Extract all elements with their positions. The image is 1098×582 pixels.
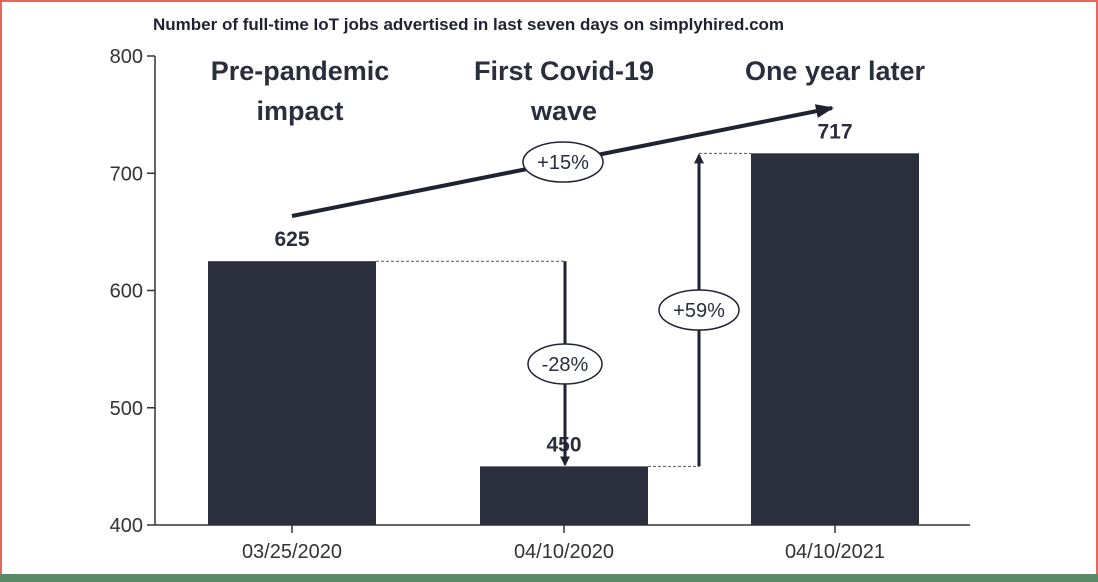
x-tick-label: 04/10/2021 [785, 541, 885, 563]
y-tick-label: 600 [110, 281, 143, 303]
trend-label: +15% [537, 152, 589, 174]
y-tick-label: 500 [110, 398, 143, 420]
y-tick-label: 400 [110, 515, 143, 537]
chart-title: Number of full-time IoT jobs advertised … [153, 15, 784, 34]
period-headings: Pre-pandemic impact First Covid-19 wave One … [211, 56, 926, 126]
heading-2-line-1: First Covid-19 [474, 56, 654, 86]
bars [208, 153, 919, 525]
x-axis: 03/25/2020 04/10/2020 04/10/2021 [155, 524, 970, 563]
heading-2-line-2: wave [530, 96, 597, 126]
y-tick-label: 700 [110, 163, 143, 185]
x-tick-label: 03/25/2020 [242, 541, 342, 563]
y-axis: 400 500 600 700 800 [110, 46, 156, 537]
heading-1-line-2: impact [256, 96, 343, 126]
heading-1-line-1: Pre-pandemic [211, 56, 390, 86]
value-label-1: 625 [274, 228, 309, 251]
value-labels: 625450717 [274, 120, 852, 456]
increase-label-ellipse [658, 289, 740, 331]
trend-label-ellipse [522, 141, 604, 183]
heading-3-line-1: One year later [745, 56, 926, 86]
bar-2 [480, 466, 648, 525]
bar-3 [751, 153, 919, 525]
decrease-label: -28% [542, 354, 589, 376]
decrease-label-ellipse [527, 343, 603, 385]
change-annotations: -28% +59% +15% [291, 104, 834, 467]
bar-1 [208, 261, 376, 525]
value-label-3: 717 [817, 120, 852, 143]
y-tick-label: 800 [110, 46, 143, 68]
increase-label: +59% [673, 300, 725, 322]
x-tick-label: 04/10/2020 [514, 541, 614, 563]
bottom-strip [0, 574, 1098, 582]
